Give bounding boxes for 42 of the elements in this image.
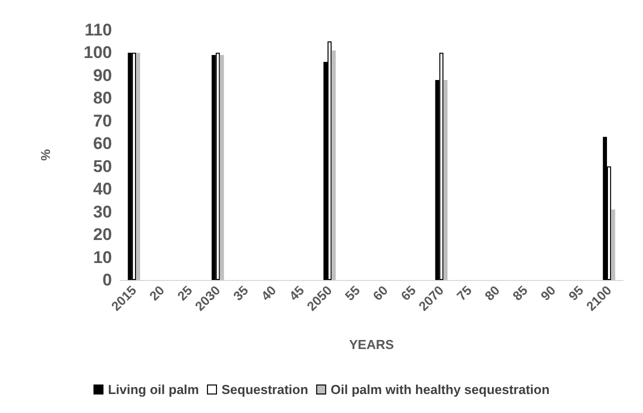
bar [443,80,448,280]
bar [332,50,336,280]
legend-label: Sequestration [221,382,308,397]
x-tick-label: 35 [230,282,252,304]
y-tick-label: 40 [93,180,112,199]
y-tick-label: 50 [93,156,112,176]
x-tick-label: 20 [146,282,168,304]
x-tick-label: 60 [370,282,391,304]
y-tick-label: 100 [84,43,112,62]
x-tick-label: 65 [398,282,419,304]
bar [136,52,140,280]
y-tick-label: 70 [93,111,112,130]
x-tick-label: 40 [258,282,279,304]
bar [439,52,444,280]
x-tick-label: 25 [174,282,196,304]
y-tick-label: 20 [93,225,112,244]
y-tick-label: 30 [93,202,112,222]
y-tick-label: 60 [93,134,112,154]
bar [611,210,616,280]
y-tick-label: 80 [93,88,112,108]
x-tick-label: 45 [286,282,307,304]
bar [216,52,220,280]
x-tick-label: 95 [566,282,586,304]
x-tick-label: 55 [342,282,363,304]
bar [328,41,332,280]
x-tick-label: 90 [538,282,558,304]
x-tick-label: 80 [482,282,503,304]
x-tick-label: 85 [510,282,530,304]
legend-label: Oil palm with healthy sequestration [330,382,550,397]
bar [212,55,216,280]
y-axis-title: % [38,148,53,161]
y-tick-label: 0 [102,270,112,290]
bar [602,136,607,280]
y-tick-label: 110 [84,20,112,40]
legend-label: Living oil palm [108,382,199,397]
x-axis-title: YEARS [349,337,394,352]
bar [220,55,224,280]
x-tick-label: 75 [454,282,475,304]
bar [128,52,132,280]
bar [132,52,136,280]
y-tick-label: 90 [93,66,112,85]
y-tick-label: 10 [93,248,112,267]
